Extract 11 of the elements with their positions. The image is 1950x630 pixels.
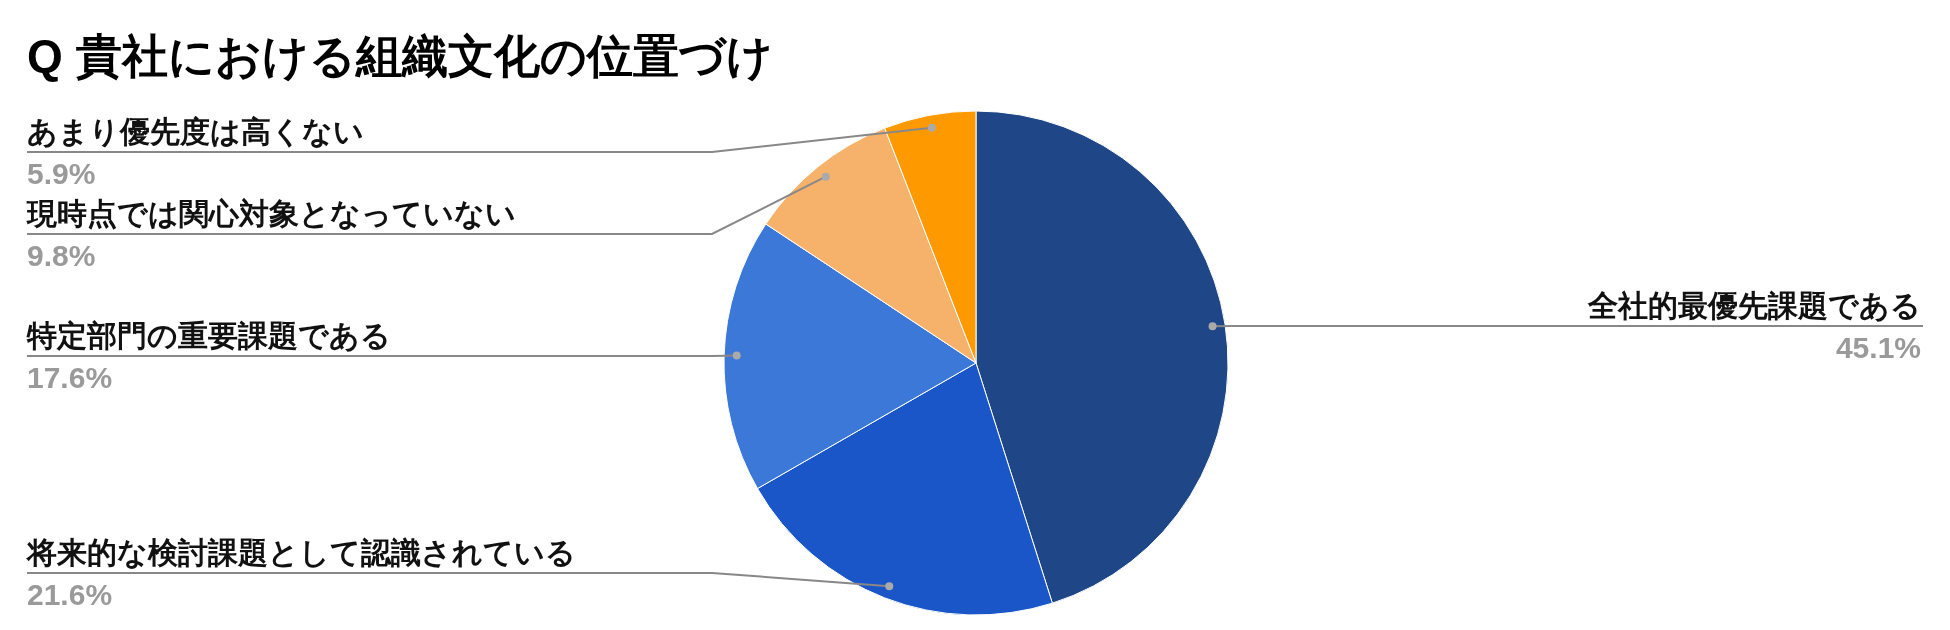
slice-label: あまり優先度は高くない: [27, 115, 364, 148]
slice-label: 現時点では関心対象となっていない: [26, 197, 516, 230]
data-label: 21.6%: [27, 578, 113, 611]
slice-label: 全社的最優先課題である: [1587, 289, 1921, 322]
chart-title: Q 貴社における組織文化の位置づけ: [27, 30, 773, 82]
slice-label: 将来的な検討課題として認識されている: [25, 536, 576, 569]
data-label: 9.8%: [27, 239, 96, 272]
data-label: 5.9%: [27, 157, 96, 190]
slice-label: 特定部門の重要課題である: [26, 319, 391, 352]
data-label: 45.1%: [1835, 331, 1921, 364]
data-label: 17.6%: [27, 361, 113, 394]
